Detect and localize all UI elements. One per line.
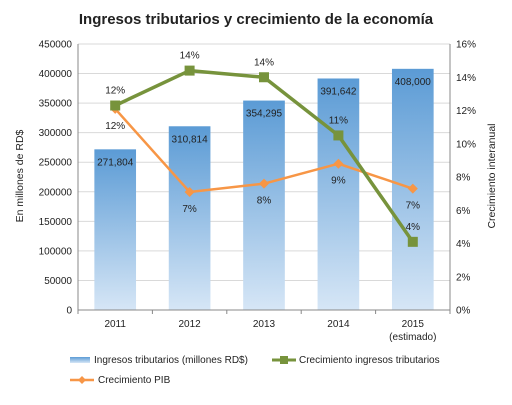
marker-square xyxy=(333,130,344,141)
bar-data-label: 408,000 xyxy=(395,77,432,88)
y-right-tick-label: 2% xyxy=(456,272,471,283)
bar xyxy=(94,149,137,310)
gdp-data-label: 9% xyxy=(331,176,346,187)
y-left-tick-label: 100000 xyxy=(39,246,73,257)
marker-square xyxy=(110,100,121,111)
chart-title: Ingresos tributarios y crecimiento de la… xyxy=(79,11,434,28)
y-left-tick-label: 50000 xyxy=(44,276,72,287)
bar xyxy=(317,78,360,310)
growth-data-label: 14% xyxy=(180,51,200,62)
legend-bar-label: Ingresos tributarios (millones RD$) xyxy=(94,355,248,366)
x-tick-label: 2015 xyxy=(402,319,425,330)
x-tick-label: 2014 xyxy=(327,319,350,330)
legend-gdp-label: Crecimiento PIB xyxy=(98,375,171,386)
y-left-tick-label: 250000 xyxy=(39,158,73,169)
marker-diamond xyxy=(407,183,418,194)
marker-square xyxy=(184,65,195,76)
y-right-tick-label: 10% xyxy=(456,139,476,150)
legend-gdp-marker xyxy=(78,376,86,384)
marker-diamond xyxy=(333,158,344,169)
bar-data-label: 271,804 xyxy=(97,157,134,168)
bar xyxy=(243,100,285,310)
y-left-tick-label: 150000 xyxy=(39,217,73,228)
growth-data-label: 4% xyxy=(406,222,421,233)
bar xyxy=(168,126,211,311)
y-right-tick-label: 14% xyxy=(456,73,476,84)
legend-growth-label: Crecimiento ingresos tributarios xyxy=(299,355,440,366)
axes: 0 50000 100000 150000 200000 250000 300000 3500… xyxy=(39,40,476,344)
marker-diamond xyxy=(259,178,269,189)
y-left-tick-label: 400000 xyxy=(39,69,73,80)
y-left-tick-label: 450000 xyxy=(39,40,73,51)
y-right-tick-label: 8% xyxy=(456,173,471,184)
bar-data-label: 354,295 xyxy=(246,109,283,120)
line-series: 12% 14% 14% 11% 4% 12% 7% 8% 9% 7% xyxy=(105,51,420,247)
y-axis-left-label: En millones de RD$ xyxy=(14,129,26,222)
marker-square xyxy=(259,72,269,83)
gdp-data-label: 7% xyxy=(182,204,197,215)
y-left-tick-label: 300000 xyxy=(39,128,73,139)
y-right-tick-label: 6% xyxy=(456,206,471,217)
y-left-tick-label: 0 xyxy=(66,306,72,317)
gdp-data-label: 7% xyxy=(406,201,421,212)
y-left-tick-label: 350000 xyxy=(39,99,73,110)
legend-bar-swatch xyxy=(70,357,90,363)
x-tick-label: 2012 xyxy=(178,319,201,330)
y-axis-right-label: Crecimiento interanual xyxy=(486,123,498,228)
y-right-tick-label: 4% xyxy=(456,239,471,250)
bar-data-label: 310,814 xyxy=(172,134,209,145)
x-tick-sublabel: (estimado) xyxy=(389,332,436,343)
x-tick-label: 2011 xyxy=(104,319,126,330)
growth-data-label: 14% xyxy=(254,57,274,68)
bar-series: 271,804 310,814 354,295 391,642 408,000 xyxy=(94,68,434,311)
legend: Ingresos tributarios (millones RD$) Creci… xyxy=(70,355,440,386)
growth-data-label: 11% xyxy=(329,115,348,126)
y-right-tick-label: 0% xyxy=(456,306,471,317)
marker-square xyxy=(407,236,418,247)
y-left-tick-label: 200000 xyxy=(39,187,73,198)
y-right-tick-label: 12% xyxy=(456,106,476,117)
x-tick-label: 2013 xyxy=(253,319,276,330)
legend-growth-marker xyxy=(280,356,288,364)
growth-data-label: 12% xyxy=(105,86,125,97)
bar-data-label: 391,642 xyxy=(320,86,357,97)
marker-diamond xyxy=(184,186,195,197)
y-right-tick-label: 16% xyxy=(456,40,476,51)
gdp-data-label: 8% xyxy=(257,196,272,207)
gdp-data-label: 12% xyxy=(105,121,125,132)
